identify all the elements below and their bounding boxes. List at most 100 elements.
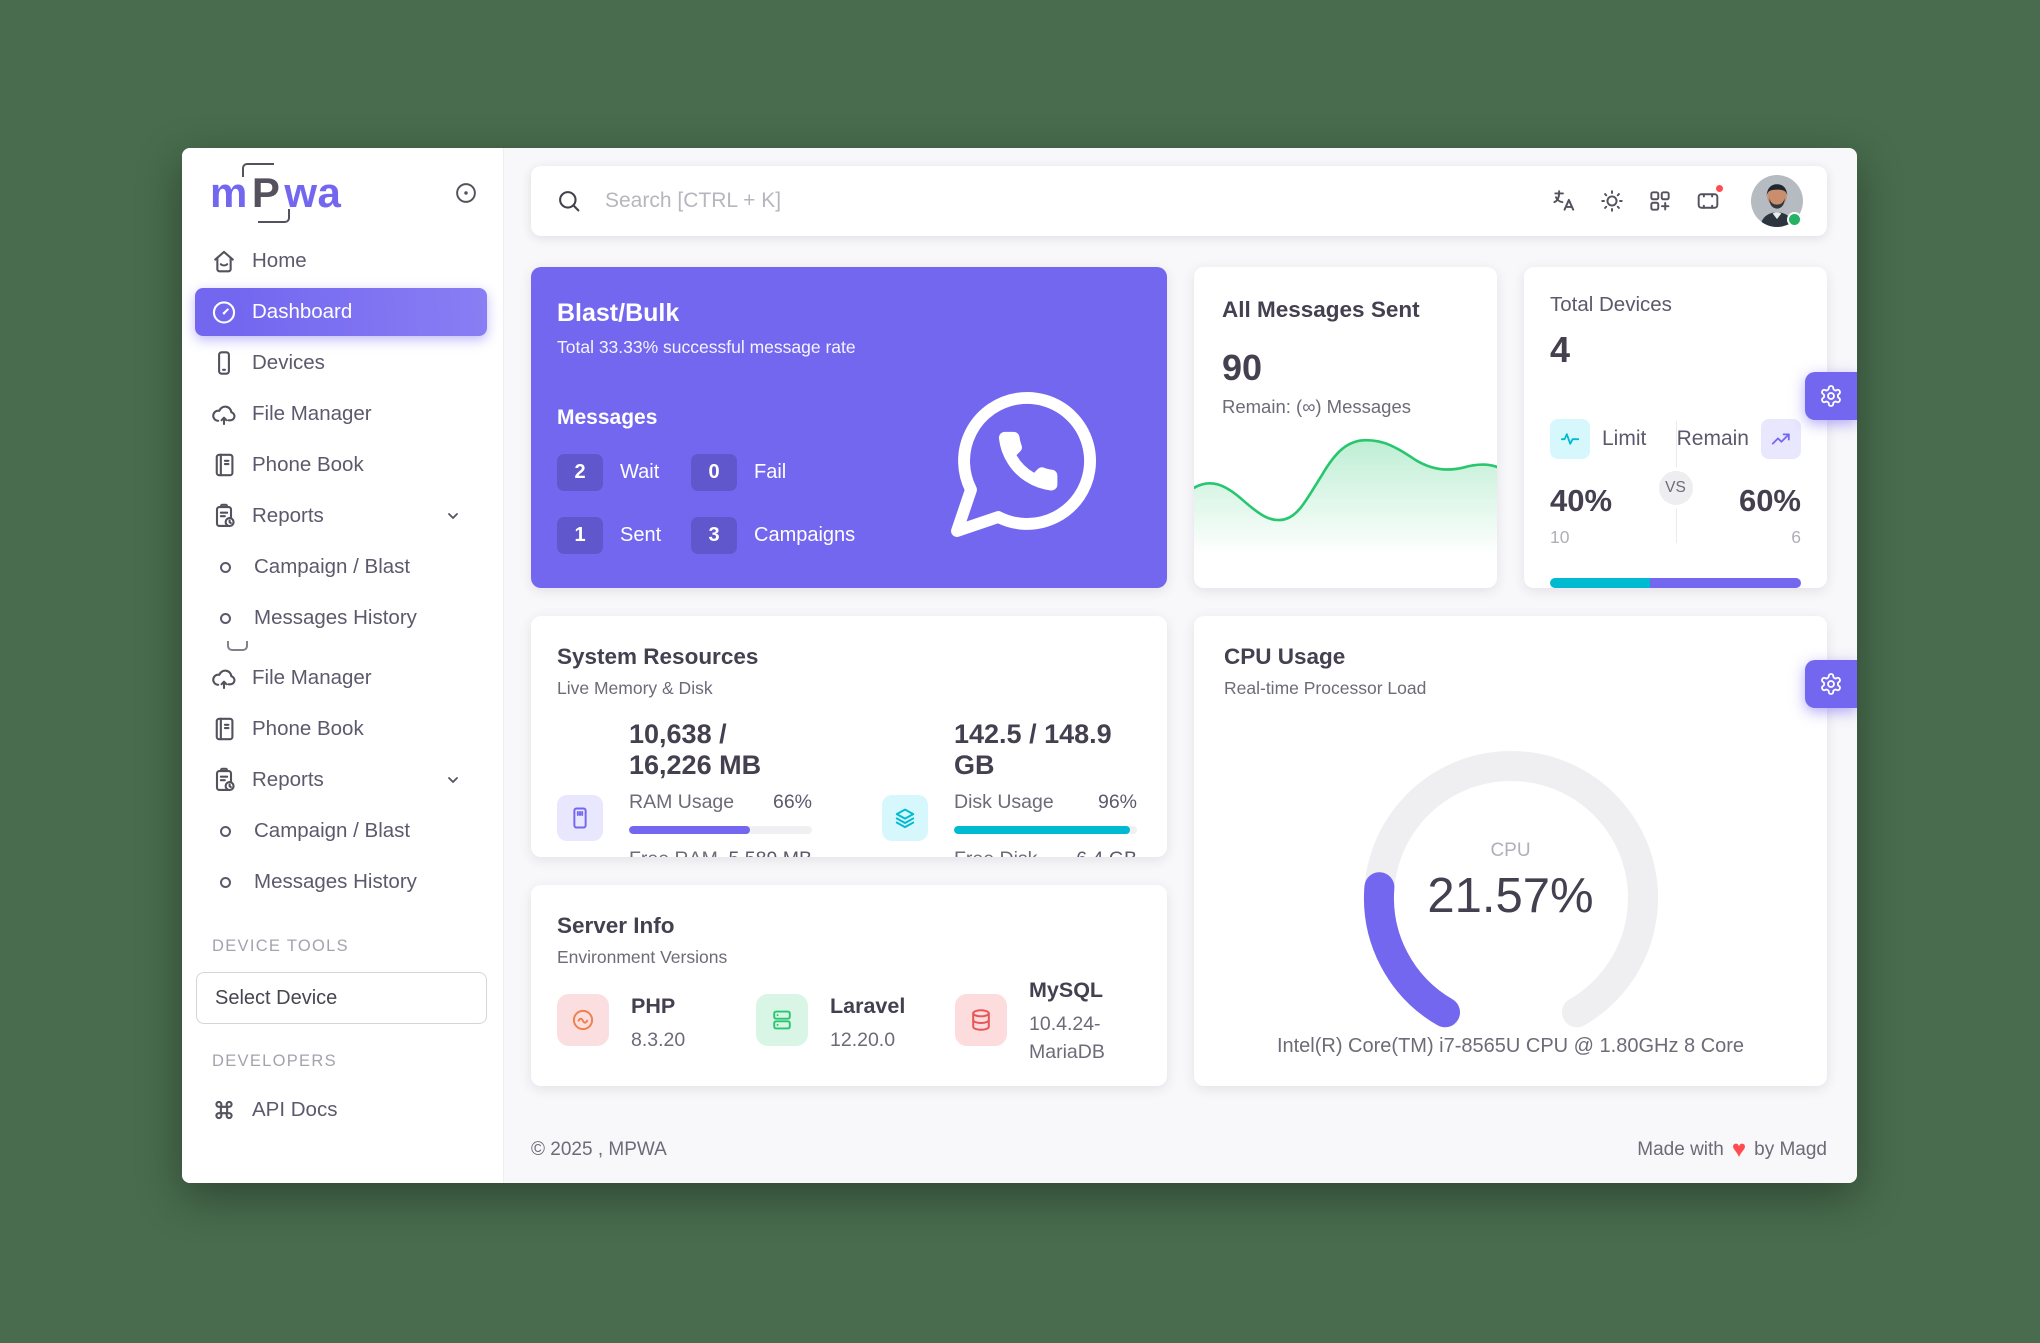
stat-fail-label: Fail: [754, 461, 787, 483]
logo-mid: P: [241, 163, 290, 223]
search-icon[interactable]: [555, 187, 583, 215]
cloud-upload-icon: [212, 669, 236, 690]
sidebar-item-messages-history-2[interactable]: Messages History: [195, 858, 487, 906]
cpu-title: CPU Usage: [1224, 644, 1346, 669]
all-messages-value: 90: [1222, 347, 1263, 388]
settings-button-middle[interactable]: [1805, 660, 1857, 708]
circle-icon: [210, 561, 240, 573]
sun-icon: [1601, 190, 1623, 212]
server-info-card: Server Info Environment Versions PHP 8.3…: [531, 885, 1167, 1086]
laravel-version: 12.20.0: [830, 1029, 896, 1051]
mysql-name: MySQL: [1029, 978, 1104, 1002]
search-input[interactable]: [603, 188, 1549, 214]
main-area: Blast/Bulk Total 33.33% successful messa…: [504, 148, 1857, 1183]
stat-fail: 0 Fail: [691, 454, 947, 491]
circle-icon: [210, 825, 240, 837]
stat-wait-value: 2: [557, 454, 603, 491]
sidebar-item-reports[interactable]: Reports: [195, 492, 487, 540]
section-heading-device-tools: DEVICE TOOLS: [212, 937, 349, 955]
free-disk-label: Free Disk: [954, 848, 1037, 857]
ram-progress-bar: [629, 826, 812, 834]
server-icon: [773, 1010, 791, 1030]
limit-label: Limit: [1602, 427, 1647, 450]
php-version: 8.3.20: [631, 1029, 686, 1051]
circle-icon: [210, 612, 240, 624]
grid-plus-icon: [1650, 191, 1670, 211]
stat-sent-value: 1: [557, 517, 603, 554]
clipped-menu-icon: [227, 641, 248, 651]
stat-campaigns-label: Campaigns: [754, 524, 856, 546]
apps-shortcuts-button[interactable]: [1645, 186, 1675, 216]
limit-bar-segment: [1550, 578, 1651, 588]
stat-wait: 2 Wait: [557, 454, 691, 491]
sidebar-item-api-docs[interactable]: API Docs: [195, 1086, 487, 1134]
logo-right: wa: [284, 169, 342, 216]
sidebar-item-dashboard[interactable]: Dashboard: [195, 288, 487, 336]
user-avatar[interactable]: [1751, 175, 1803, 227]
sidebar-item-file-manager-2[interactable]: File Manager: [195, 654, 487, 702]
stat-sent: 1 Sent: [557, 517, 691, 554]
top-navbar: [531, 166, 1827, 236]
report-icon: [215, 767, 235, 792]
ram-block: 10,638 / 16,226 MB RAM Usage 66% Free: [557, 719, 812, 857]
stat-fail-value: 0: [691, 454, 737, 491]
remain-icon-box: [1761, 419, 1801, 459]
ram-usage-label: RAM Usage: [629, 791, 735, 813]
select-device-dropdown[interactable]: Select Device: [196, 972, 487, 1024]
php-icon-box: [557, 994, 609, 1046]
limit-count: 10: [1550, 527, 1570, 547]
cpu-gauge-value: 21.57%: [1427, 869, 1594, 923]
total-devices-card: Total Devices 4 Limit Remain: [1524, 267, 1827, 588]
all-messages-remain: Remain: (∞) Messages: [1222, 396, 1411, 417]
all-messages-title: All Messages Sent: [1222, 297, 1420, 322]
all-messages-card: All Messages Sent 90 Remain: (∞) Message…: [1194, 267, 1497, 588]
settings-button-top[interactable]: [1805, 372, 1857, 420]
messages-area-chart: [1194, 438, 1497, 585]
api-icon: [215, 1100, 233, 1120]
disk-headline: 142.5 / 148.9 GB: [954, 719, 1112, 780]
sidebar-item-campaign-blast-2[interactable]: Campaign / Blast: [195, 807, 487, 855]
sidebar-item-campaign-blast[interactable]: Campaign / Blast: [195, 543, 487, 591]
report-icon: [215, 503, 235, 528]
blast-messages-label: Messages: [557, 406, 658, 429]
stat-campaigns-value: 3: [691, 517, 737, 554]
notification-badge: [1714, 183, 1725, 194]
made-with-text: Made with ♥ by Magd: [1637, 1136, 1827, 1163]
footer: © 2025 , MPWA Made with ♥ by Magd: [531, 1120, 1827, 1180]
database-icon: [972, 1009, 990, 1031]
blast-bulk-card: Blast/Bulk Total 33.33% successful messa…: [531, 267, 1167, 588]
heart-icon: ♥: [1731, 1136, 1747, 1163]
blast-title: Blast/Bulk: [557, 299, 680, 327]
mysql-icon-box: [955, 994, 1007, 1046]
sidebar-item-messages-history[interactable]: Messages History: [195, 594, 487, 642]
chevron-down-icon: [448, 513, 458, 519]
system-resources-card: System Resources Live Memory & Disk 10,6…: [531, 616, 1167, 857]
sidebar-item-file-manager[interactable]: File Manager: [195, 390, 487, 438]
sidebar-toggle-icon[interactable]: [453, 180, 479, 206]
language-button[interactable]: [1549, 186, 1579, 216]
sidebar-item-phone-book[interactable]: Phone Book: [195, 441, 487, 489]
total-devices-value: 4: [1550, 329, 1571, 370]
layers-icon: [895, 808, 915, 829]
disk-usage-label: Disk Usage: [954, 791, 1054, 813]
dashboard-content: Blast/Bulk Total 33.33% successful messa…: [531, 267, 1827, 1086]
ram-progress-fill: [629, 826, 750, 834]
sidebar-item-reports-2[interactable]: Reports: [195, 756, 487, 804]
php-item: PHP 8.3.20: [557, 994, 756, 1067]
sidebar-item-phone-book-2[interactable]: Phone Book: [195, 705, 487, 753]
sidebar-item-home[interactable]: Home: [195, 237, 487, 285]
remain-label: Remain: [1676, 427, 1749, 450]
laravel-icon-box: [756, 994, 808, 1046]
notifications-button[interactable]: [1693, 183, 1725, 216]
free-ram-label: Free RAM: [629, 848, 718, 857]
limit-side: Limit: [1550, 419, 1646, 459]
stat-campaigns: 3 Campaigns: [691, 517, 947, 554]
theme-toggle-button[interactable]: [1597, 186, 1627, 216]
server-info-title: Server Info: [557, 913, 675, 938]
server-info-subtitle: Environment Versions: [557, 947, 728, 967]
laravel-name: Laravel: [830, 994, 906, 1018]
sidebar-item-devices[interactable]: Devices: [195, 339, 487, 387]
mysql-item: MySQL 10.4.24-MariaDB: [955, 978, 1137, 1067]
